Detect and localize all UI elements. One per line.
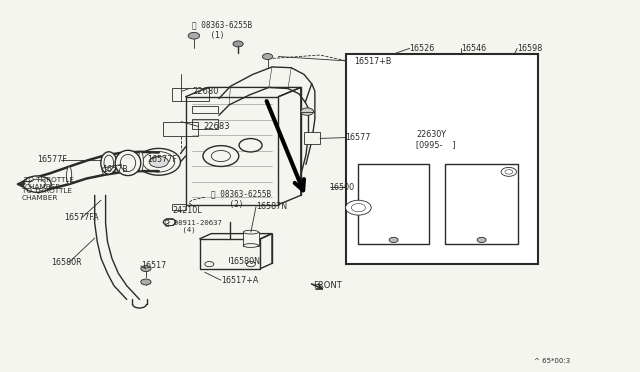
Circle shape [262, 54, 273, 60]
Ellipse shape [149, 156, 168, 167]
Text: 16517+B: 16517+B [354, 57, 391, 66]
Text: 24210L: 24210L [173, 206, 202, 215]
Text: Ⓑ 08363-6255B
    (1): Ⓑ 08363-6255B (1) [192, 21, 252, 40]
Circle shape [141, 279, 151, 285]
Ellipse shape [243, 244, 259, 247]
Circle shape [444, 126, 459, 135]
Ellipse shape [102, 155, 107, 175]
Bar [304, 132, 320, 144]
Text: ^ 65*00:3: ^ 65*00:3 [534, 358, 571, 364]
Bar [186, 97, 278, 205]
Circle shape [233, 41, 243, 47]
Text: ⓝ 08911-20637
    (4): ⓝ 08911-20637 (4) [165, 219, 222, 233]
Ellipse shape [67, 167, 72, 184]
Bar [163, 122, 198, 136]
Bar [445, 164, 518, 244]
Ellipse shape [137, 148, 180, 175]
Bar [192, 119, 218, 129]
Ellipse shape [115, 150, 141, 176]
Circle shape [239, 138, 262, 152]
Ellipse shape [138, 152, 143, 171]
Text: 16598: 16598 [517, 44, 542, 53]
Text: 16580N: 16580N [229, 257, 260, 266]
Ellipse shape [243, 230, 259, 234]
Ellipse shape [101, 152, 117, 174]
Circle shape [501, 167, 516, 176]
Bar [400, 120, 426, 141]
Bar [358, 164, 429, 244]
Circle shape [389, 237, 398, 243]
Bar [346, 54, 538, 264]
Ellipse shape [36, 177, 41, 192]
Bar [172, 88, 209, 101]
Text: 16580R: 16580R [51, 258, 82, 267]
Bar [172, 204, 186, 210]
Text: 22683: 22683 [204, 122, 230, 131]
Text: 16517: 16517 [141, 262, 166, 270]
Bar [243, 232, 259, 246]
Bar [200, 239, 260, 269]
Text: 16500: 16500 [330, 183, 355, 192]
Bar [405, 124, 420, 138]
Text: ←: ← [22, 176, 32, 189]
Circle shape [301, 108, 314, 115]
Text: 16577: 16577 [346, 133, 371, 142]
Circle shape [188, 32, 200, 39]
Text: TO THROTTLE
CHAMBER: TO THROTTLE CHAMBER [24, 177, 74, 190]
Text: 16577F: 16577F [37, 155, 67, 164]
Text: 16577F: 16577F [147, 155, 177, 164]
Text: 1657B: 1657B [102, 165, 128, 174]
Text: 22680: 22680 [192, 87, 218, 96]
Ellipse shape [123, 152, 140, 174]
Text: 16526: 16526 [410, 44, 435, 53]
Text: TO THROTTLE
CHAMBER: TO THROTTLE CHAMBER [22, 188, 72, 201]
Text: FRONT: FRONT [314, 281, 342, 290]
Text: 16517+A: 16517+A [221, 276, 258, 285]
Text: 16577FA: 16577FA [64, 213, 99, 222]
Circle shape [477, 237, 486, 243]
Text: 16587N: 16587N [256, 202, 287, 211]
Circle shape [203, 145, 239, 166]
Text: Ⓑ 08363-6255B
    (2): Ⓑ 08363-6255B (2) [211, 190, 271, 209]
Circle shape [346, 200, 371, 215]
Text: 22630Y
[0995-    ]: 22630Y [0995- ] [416, 130, 456, 149]
Circle shape [141, 266, 151, 272]
Text: 16546: 16546 [461, 44, 486, 53]
Bar [192, 106, 218, 112]
Circle shape [23, 176, 51, 192]
